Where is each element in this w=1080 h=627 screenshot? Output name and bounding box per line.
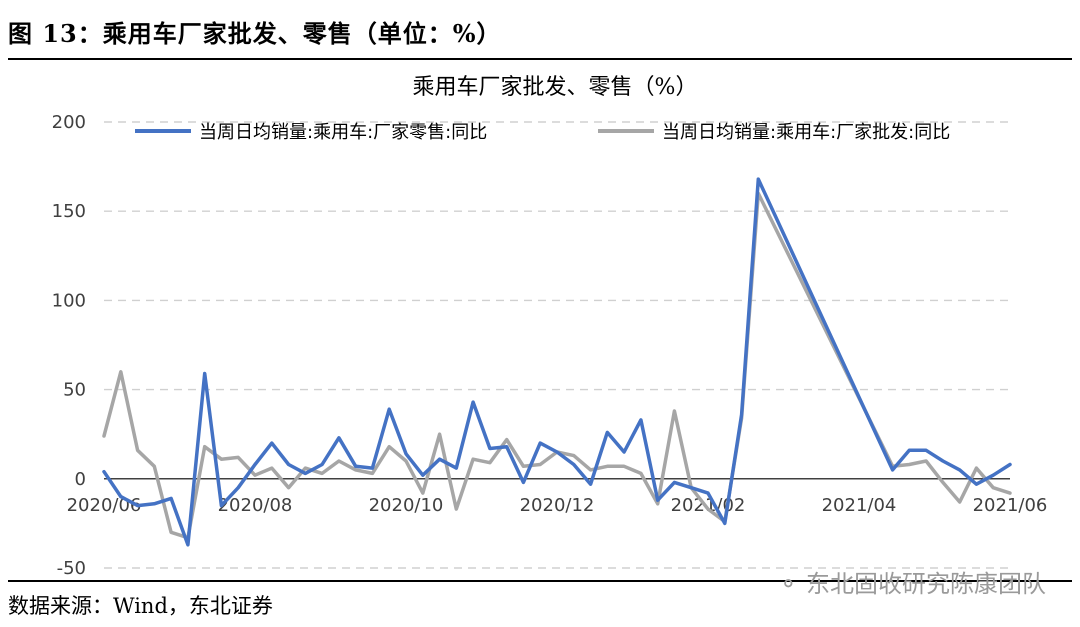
legend: 当周日均销量:乘用车:厂家零售:同比 当周日均销量:乘用车:厂家批发:同比: [135, 122, 950, 143]
wechat-icon: ⚬: [778, 570, 799, 598]
series-line: [102, 177, 1012, 547]
figure-title: 图 13：乘用车厂家批发、零售（单位：%）: [8, 19, 502, 48]
x-tick-label: 2021/06: [973, 495, 1048, 516]
x-tick-label: 2020/08: [218, 495, 293, 516]
watermark: ⚬ 东北固收研究陈康团队: [778, 564, 1046, 599]
y-axis: -50 0 50 100 150 200: [52, 112, 86, 579]
source-note: 数据来源：Wind，东北证券: [8, 594, 273, 618]
y-tick-label: 200: [52, 112, 86, 133]
chart-title: 乘用车厂家批发、零售（%）: [413, 75, 698, 100]
x-tick-label: 2020/06: [67, 495, 142, 516]
x-tick-label: 2020/10: [369, 495, 444, 516]
x-axis: 2020/06 2020/08 2020/10 2020/12 2021/02 2021/…: [67, 478, 1048, 516]
y-tick-label: -50: [57, 558, 86, 579]
x-tick-label: 2021/02: [671, 495, 746, 516]
watermark-text: 东北固收研究陈康团队: [806, 570, 1046, 598]
y-tick-label: 100: [52, 290, 86, 311]
y-tick-label: 0: [75, 469, 86, 490]
top-rule: [8, 58, 1072, 60]
x-tick-label: 2020/12: [520, 495, 595, 516]
legend-label: 当周日均销量:乘用车:厂家零售:同比: [199, 122, 487, 143]
y-tick-label: 150: [52, 201, 86, 222]
bottom-rule: [8, 580, 1072, 582]
legend-label: 当周日均销量:乘用车:厂家批发:同比: [662, 122, 950, 143]
x-tick-label: 2021/04: [822, 495, 897, 516]
gridlines: [104, 121, 1010, 569]
series-line: [102, 191, 1012, 540]
y-tick-label: 50: [63, 380, 86, 401]
series-lines: [102, 177, 1012, 547]
